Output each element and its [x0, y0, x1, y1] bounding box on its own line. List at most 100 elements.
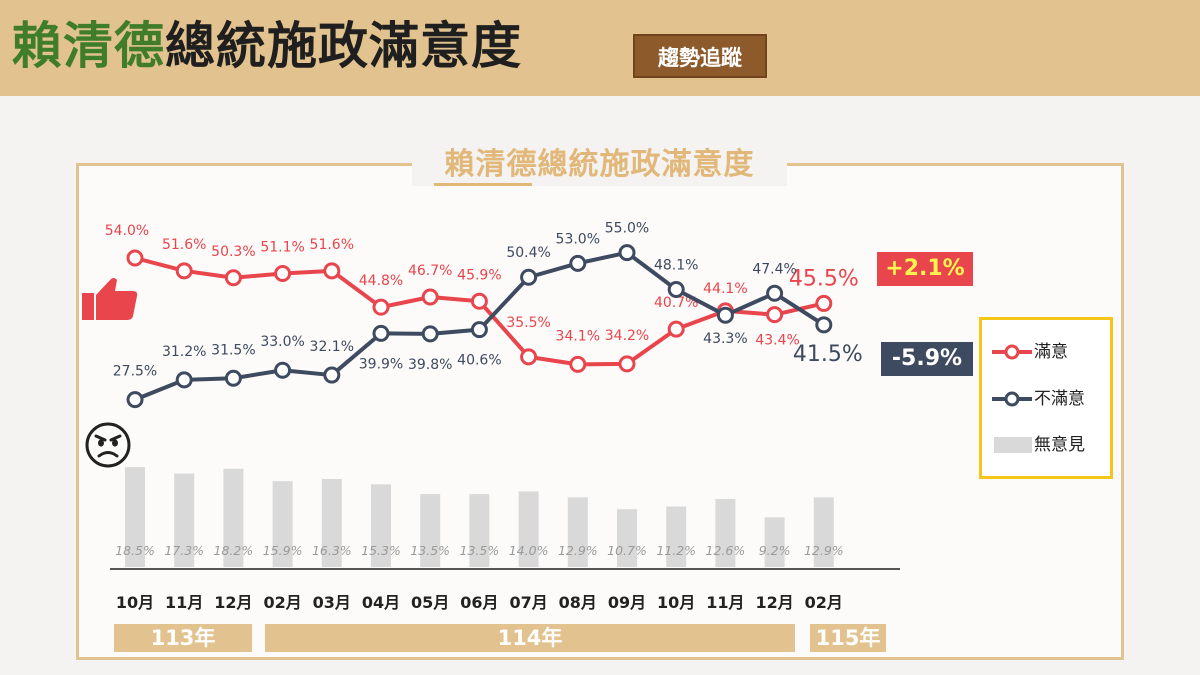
satisfied-data-label: 46.7%: [408, 263, 452, 279]
satisfied-data-label: 45.5%: [789, 266, 859, 291]
no-opinion-label: 12.9%: [558, 543, 598, 558]
x-tick-label: 02月: [805, 593, 843, 612]
dissatisfied-point: [175, 371, 193, 389]
year-bar-113: 113年: [114, 624, 252, 652]
satisfied-change-text: +2.1%: [885, 256, 965, 281]
dissatisfied-data-label: 33.0%: [260, 334, 304, 350]
no-opinion-label: 16.3%: [312, 543, 352, 558]
satisfied-data-label: 51.1%: [260, 240, 304, 256]
no-opinion-bar: [420, 494, 441, 567]
x-tick-label: 10月: [116, 593, 154, 612]
satisfied-point: [520, 348, 538, 366]
x-tick-label: 04月: [362, 593, 400, 612]
dissatisfied-data-label: 31.2%: [162, 344, 206, 360]
satisfied-point: [126, 249, 144, 267]
legend-label: 不滿意: [1034, 389, 1085, 409]
x-tick-label: 06月: [460, 593, 498, 612]
no-opinion-bar: [764, 517, 785, 567]
legend-item-dissatisfied: 不滿意: [982, 384, 1110, 414]
page-title-name: 賴清德: [12, 17, 165, 75]
no-opinion-label: 10.7%: [607, 543, 647, 558]
dissatisfied-point: [470, 321, 488, 339]
angry-face-icon: [85, 422, 131, 468]
x-tick-label: 10月: [657, 593, 695, 612]
dissatisfied-point: [224, 369, 242, 387]
no-opinion-label: 13.5%: [410, 543, 450, 558]
x-tick-label: 09月: [608, 593, 646, 612]
dissatisfied-point: [126, 391, 144, 409]
satisfied-data-label: 34.1%: [556, 328, 600, 344]
dissatisfied-point: [618, 244, 636, 262]
no-opinion-bar: [518, 491, 539, 567]
legend-swatch-no-opinion: [994, 437, 1032, 453]
legend-label: 無意見: [1034, 435, 1085, 455]
no-opinion-bar: [223, 468, 244, 567]
satisfied-point: [175, 262, 193, 280]
satisfied-data-label: 35.5%: [506, 315, 550, 331]
x-tick-label: 12月: [755, 593, 793, 612]
dissatisfied-point: [766, 284, 784, 302]
no-opinion-bar: [666, 506, 687, 567]
no-opinion-bar: [469, 494, 490, 567]
x-tick-label: 11月: [706, 593, 744, 612]
no-opinion-label: 18.5%: [115, 543, 155, 558]
x-tick-label: 03月: [313, 593, 351, 612]
legend-swatch-satisfied: [992, 344, 1032, 360]
x-tick-label: 12月: [214, 593, 252, 612]
chart-title: 賴清德總統施政滿意度: [444, 147, 755, 182]
satisfied-point: [323, 262, 341, 280]
page-title-subject: 總統施政滿意度: [165, 17, 522, 75]
satisfied-data-label: 40.7%: [654, 295, 698, 311]
dissatisfied-data-label: 43.3%: [703, 331, 747, 347]
header-bar: [0, 0, 1200, 96]
no-opinion-label: 15.3%: [361, 543, 401, 558]
no-opinion-bar: [371, 484, 391, 567]
chart-title-underline: [434, 183, 532, 186]
dissatisfied-change-text: -5.9%: [891, 346, 963, 371]
no-opinion-label: 12.6%: [706, 543, 746, 558]
dissatisfied-data-label: 32.1%: [310, 339, 354, 355]
year-bar-114: 114年: [265, 624, 795, 652]
satisfied-data-label: 54.0%: [105, 223, 149, 239]
satisfied-point: [224, 269, 242, 287]
satisfied-point: [421, 288, 439, 306]
dissatisfied-data-label: 39.9%: [359, 356, 403, 372]
x-tick-label: 11月: [165, 593, 203, 612]
satisfied-point: [470, 292, 488, 310]
satisfied-point: [274, 265, 292, 283]
satisfied-change-badge: +2.1%: [877, 252, 973, 286]
dissatisfied-point: [274, 361, 292, 379]
satisfied-data-label: 44.8%: [359, 273, 403, 289]
legend-label: 滿意: [1034, 342, 1068, 362]
dissatisfied-data-label: 41.5%: [793, 342, 863, 367]
dissatisfied-point: [716, 306, 734, 324]
trend-tag: 趨勢追蹤: [633, 34, 767, 78]
thumbs-up-icon: [82, 278, 138, 320]
year-bar-115: 115年: [810, 624, 886, 652]
no-opinion-bar: [813, 497, 834, 567]
satisfied-data-label: 51.6%: [162, 237, 206, 253]
dissatisfied-point: [520, 268, 538, 286]
page-title: 賴清德總統施政滿意度: [12, 10, 522, 82]
legend-swatch-dissatisfied: [992, 391, 1032, 407]
chart-title-backdrop: [412, 144, 787, 186]
no-opinion-bar: [272, 481, 293, 567]
satisfied-data-label: 50.3%: [211, 244, 255, 260]
no-opinion-bar: [321, 478, 342, 567]
satisfied-point: [766, 306, 784, 324]
satisfied-data-label: 51.6%: [310, 237, 354, 253]
dissatisfied-point: [421, 325, 439, 343]
no-opinion-bar: [174, 473, 195, 567]
dissatisfied-data-label: 53.0%: [556, 231, 600, 247]
dissatisfied-data-label: 48.1%: [654, 258, 698, 274]
chart-panel: [76, 163, 1124, 660]
no-opinion-bar: [125, 467, 145, 567]
satisfied-data-label: 34.2%: [605, 328, 649, 344]
no-opinion-label: 9.2%: [759, 543, 791, 558]
dissatisfied-data-label: 40.6%: [457, 353, 501, 369]
satisfied-data-label: 44.1%: [703, 281, 747, 297]
x-tick-label: 08月: [559, 593, 597, 612]
x-tick-label: 05月: [411, 593, 449, 612]
no-opinion-bar: [617, 509, 637, 567]
